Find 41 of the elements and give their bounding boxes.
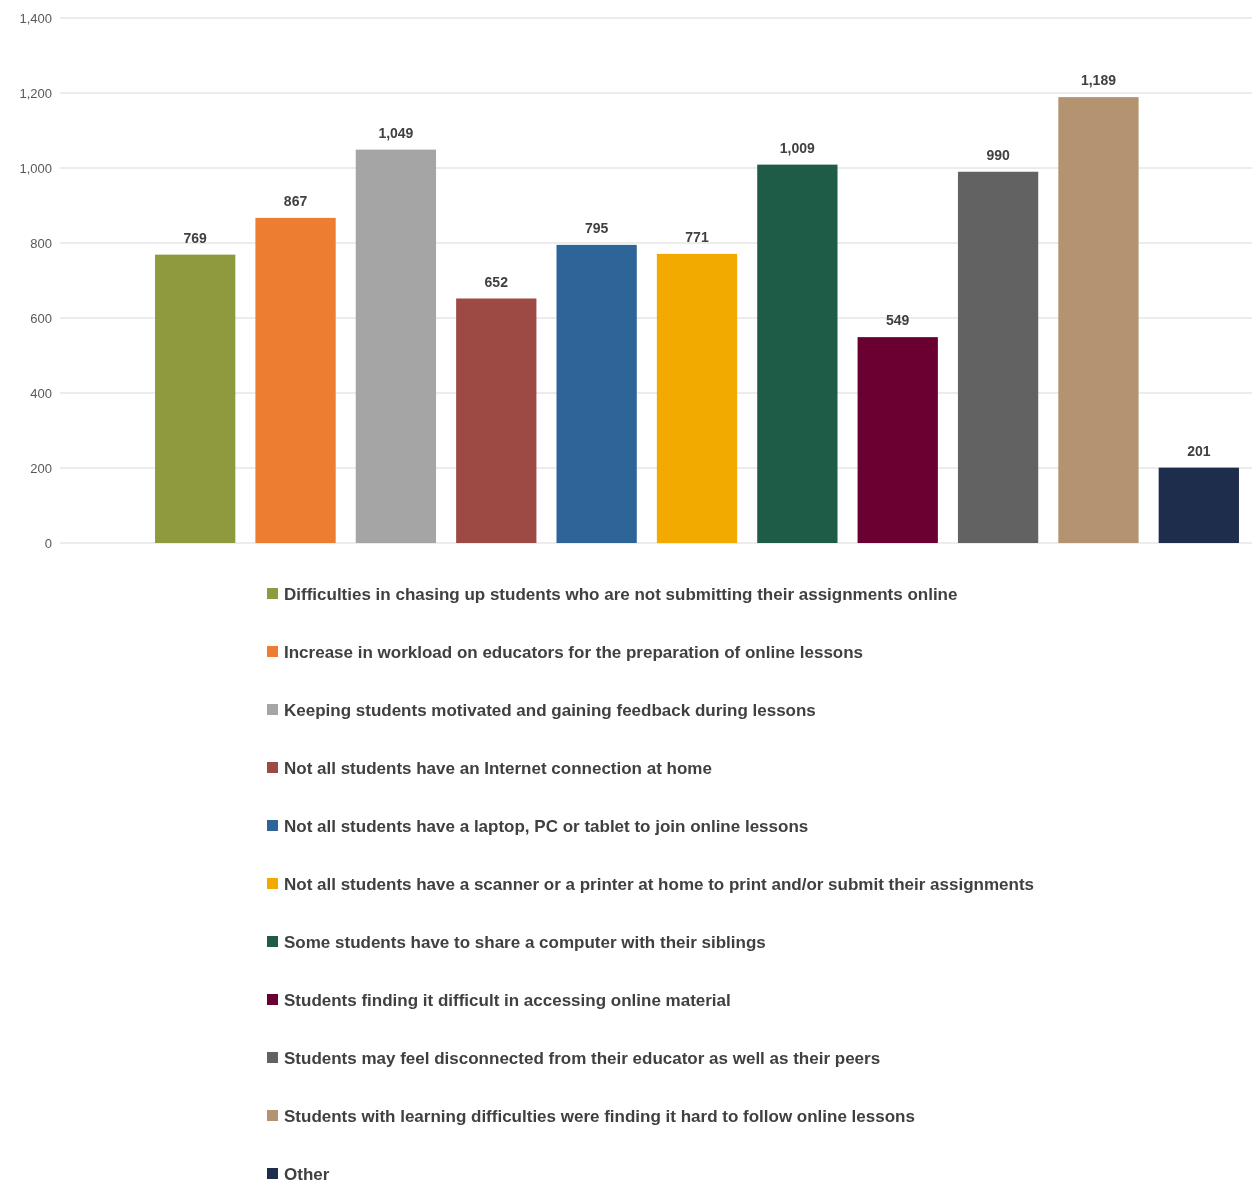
data-label: 769 xyxy=(183,229,208,246)
bar xyxy=(1058,97,1139,543)
legend-label: Students finding it difficult in accessing online material xyxy=(284,990,731,1010)
bar xyxy=(656,253,738,543)
y-tick-label: 400 xyxy=(30,385,52,401)
data-label: 652 xyxy=(484,273,509,290)
y-tick-label: 600 xyxy=(30,310,52,326)
data-label: 549 xyxy=(886,312,910,329)
bar xyxy=(757,164,838,543)
data-label: 201 xyxy=(1187,442,1211,459)
bar xyxy=(155,254,236,543)
y-tick-label: 1,000 xyxy=(19,160,52,176)
data-label: 795 xyxy=(584,219,609,236)
data-label: 771 xyxy=(685,228,709,245)
y-tick-label: 0 xyxy=(44,535,52,551)
legend-label: Difficulties in chasing up students who are not submitting their assignments online xyxy=(284,584,958,604)
legend-label: Students may feel disconnected from their educator as well as their peers xyxy=(284,1048,881,1068)
legend-label: Not all students have a scanner or a printer at home to print and/or submit their assignments xyxy=(284,874,1035,894)
y-tick-label: 200 xyxy=(30,460,52,476)
data-label: 990 xyxy=(986,146,1010,163)
legend-label: Not all students have a laptop, PC or tablet to join online lessons xyxy=(284,816,809,836)
bar xyxy=(255,217,336,543)
bar xyxy=(857,337,938,543)
data-label: 1,049 xyxy=(378,124,414,141)
bar xyxy=(1158,467,1239,543)
legend-label: Other xyxy=(284,1164,330,1180)
bar xyxy=(556,244,637,543)
data-label: 867 xyxy=(283,192,308,209)
legend-label: Keeping students motivated and gaining feedback during lessons xyxy=(284,700,816,720)
bar xyxy=(355,149,437,543)
data-label: 1,189 xyxy=(1080,72,1117,89)
y-tick-label: 1,400 xyxy=(19,10,52,26)
data-label: 1,009 xyxy=(779,139,816,156)
bar xyxy=(957,171,1039,543)
legend-label: Increase in workload on educators for the preparation of online lessons xyxy=(284,642,864,662)
bar xyxy=(456,298,537,543)
legend-label: Some students have to share a computer with their siblings xyxy=(284,932,766,952)
y-tick-label: 800 xyxy=(30,235,52,251)
legend-label: Not all students have an Internet connection at home xyxy=(284,758,712,778)
legend-label: Students with learning difficulties were finding it hard to follow online lessons xyxy=(284,1106,915,1126)
y-tick-label: 1,200 xyxy=(19,85,52,101)
